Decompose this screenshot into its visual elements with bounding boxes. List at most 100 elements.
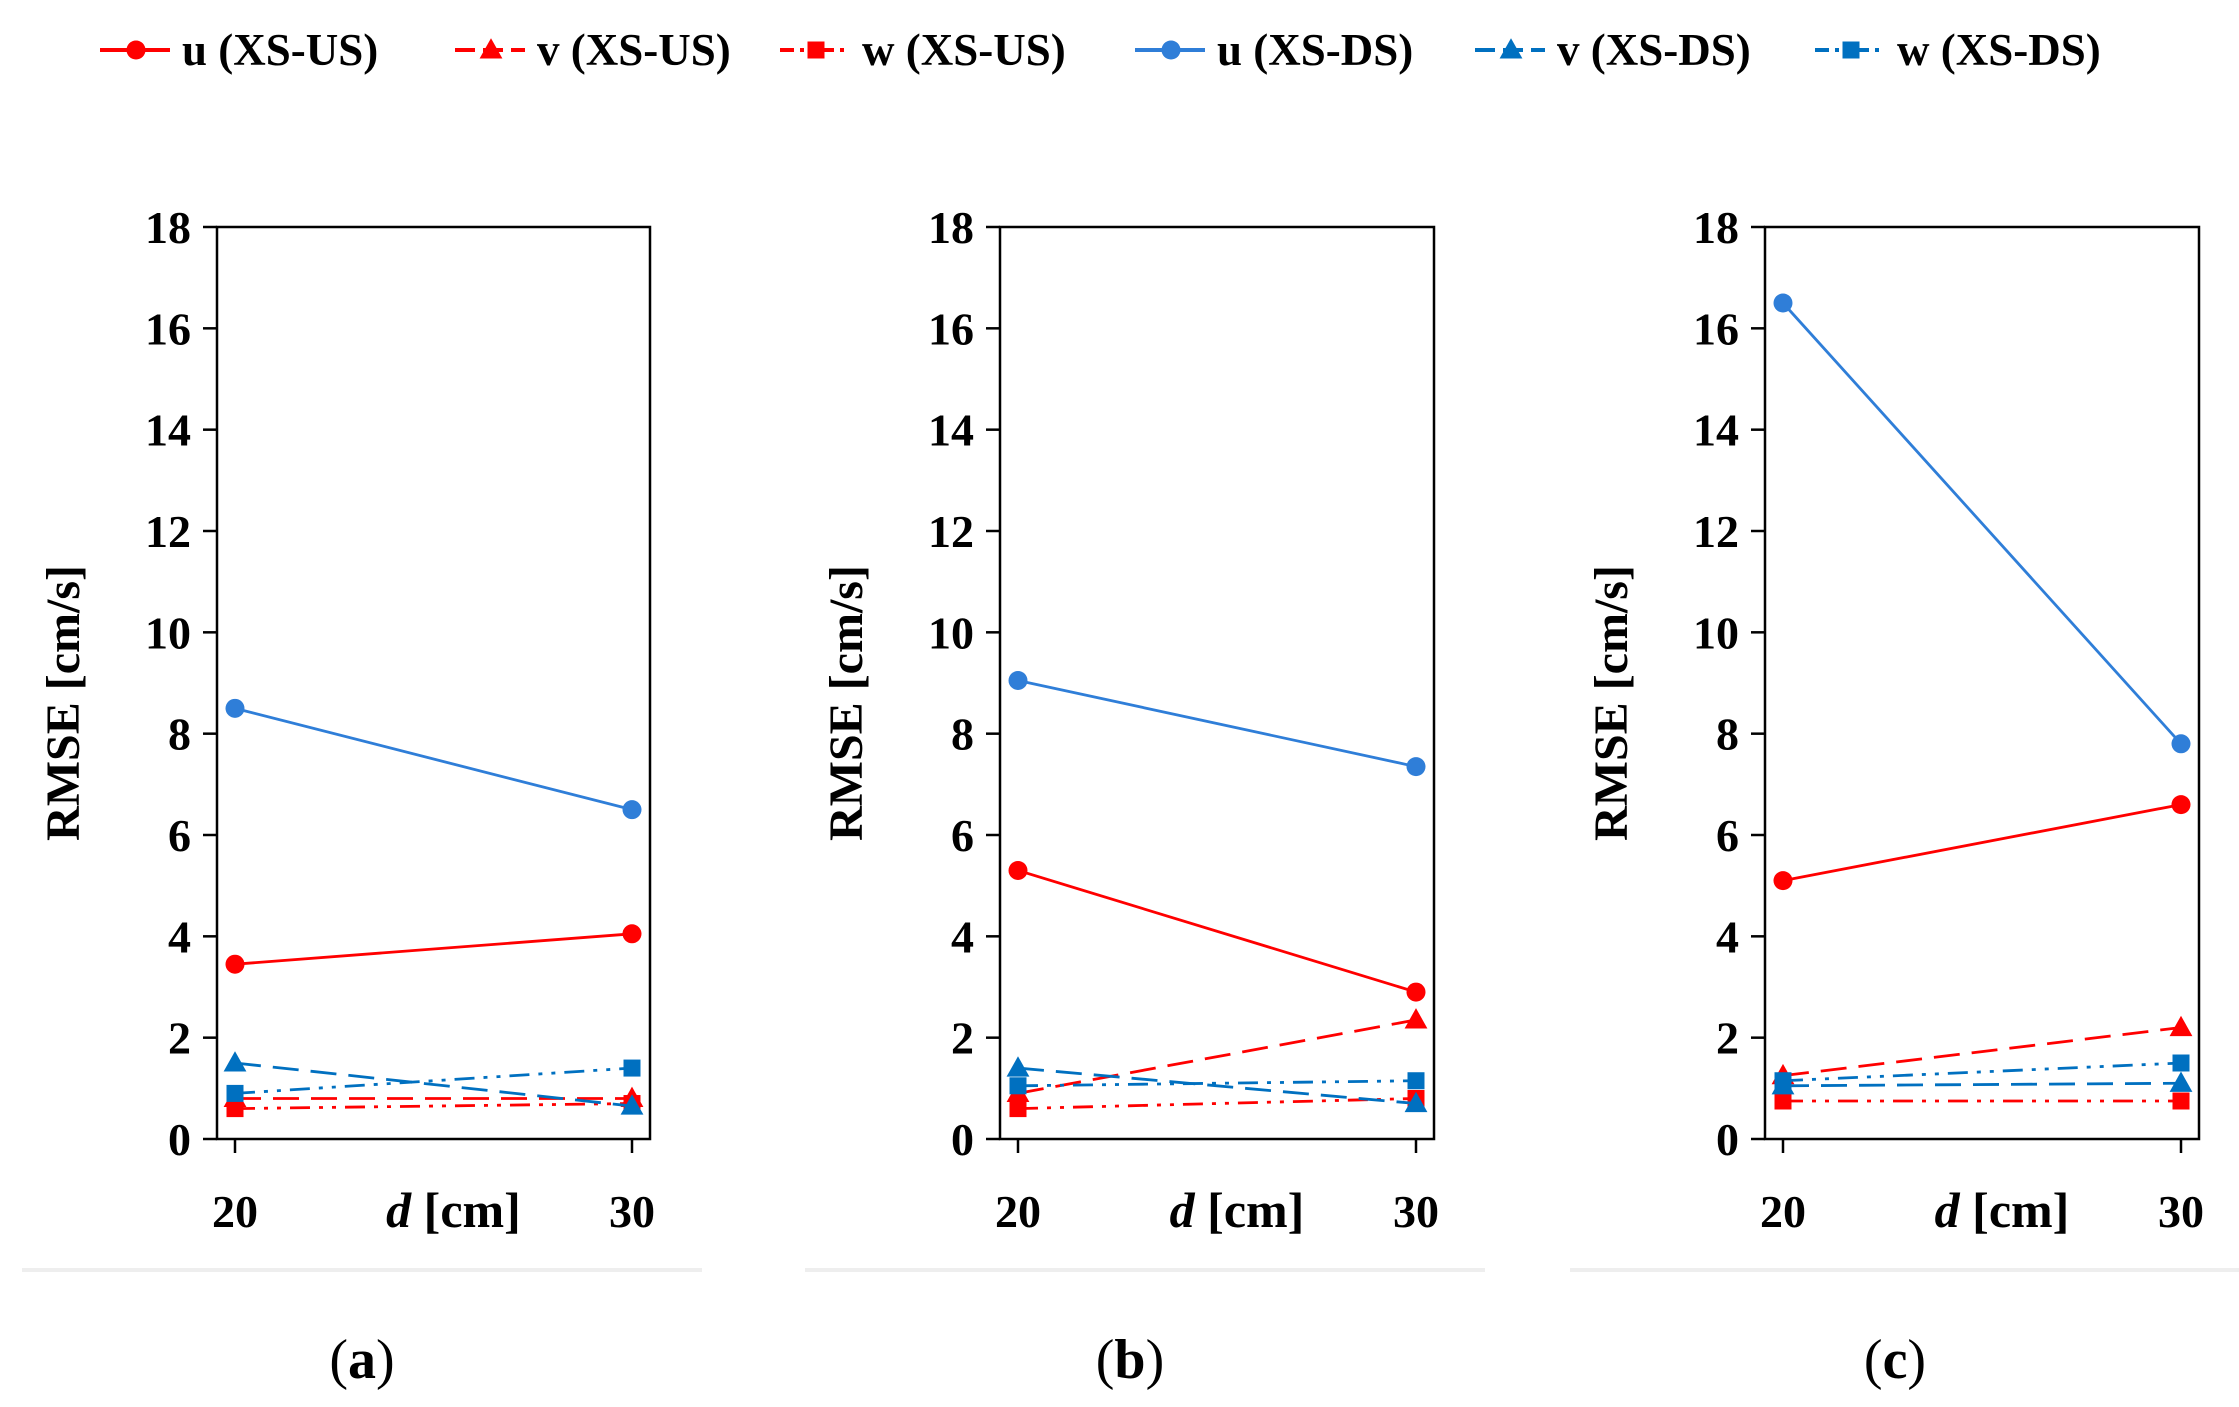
- y-tick-label: 0: [951, 1114, 974, 1165]
- x-tick-label: 20: [212, 1186, 258, 1237]
- series-v-xs-us: [1771, 1015, 2193, 1085]
- chart-panel-c: 0 2 4 6 8 10 12 14 16 18 20 30 d [cm] RMSE [cm/s] (c): [1570, 202, 2239, 1391]
- series-v-xs-ds: [223, 1051, 644, 1115]
- series-u-xs-ds: [1008, 670, 1426, 777]
- data-point: [226, 1084, 244, 1102]
- series-w-xs-ds: [226, 1059, 641, 1102]
- data-point: [1773, 293, 1793, 313]
- y-tick-label: 16: [1693, 303, 1739, 354]
- y-tick-label: 18: [145, 202, 191, 253]
- panel-caption: (b): [1096, 1329, 1164, 1391]
- y-tick-label: 14: [145, 405, 191, 456]
- data-point: [1009, 1100, 1027, 1118]
- data-point: [1404, 1008, 1428, 1029]
- series-w-xs-ds: [1774, 1054, 2190, 1090]
- y-tick-label: 16: [145, 303, 191, 354]
- data-point: [2171, 795, 2191, 815]
- y-tick-label: 4: [951, 911, 974, 962]
- data-point: [223, 1051, 247, 1072]
- y-tick-label: 0: [168, 1114, 191, 1165]
- y-tick-label: 8: [951, 709, 974, 760]
- legend-item: v (XS-US): [455, 25, 731, 75]
- data-point: [2171, 734, 2191, 754]
- series-line: [1017, 869, 1417, 994]
- data-point: [2172, 1092, 2190, 1110]
- series-line: [1017, 679, 1417, 768]
- y-tick-label: 8: [168, 709, 191, 760]
- y-tick-label: 4: [168, 911, 191, 962]
- series-line: [234, 1061, 633, 1108]
- series-u-xs-us: [1773, 795, 2191, 891]
- data-point: [1006, 1056, 1030, 1077]
- y-tick-label: 16: [928, 303, 974, 354]
- caption-open: (: [1096, 1329, 1115, 1391]
- x-tick-label: 30: [609, 1186, 655, 1237]
- x-tick-label: 30: [1393, 1186, 1439, 1237]
- series-w-xs-ds: [1009, 1072, 1425, 1095]
- data-point: [1774, 1072, 1792, 1090]
- y-axis-title: RMSE [cm/s]: [820, 565, 873, 841]
- caption-letter: a: [348, 1329, 376, 1391]
- y-tick-label: 12: [1693, 506, 1739, 557]
- x-axis-title: d [cm]: [1170, 1182, 1305, 1238]
- caption-letter: c: [1883, 1329, 1908, 1391]
- x-axis-title: d [cm]: [1935, 1182, 2070, 1238]
- x-tick-label: 30: [2158, 1186, 2204, 1237]
- y-tick-label: 6: [168, 810, 191, 861]
- data-point: [1404, 1091, 1428, 1113]
- data-point: [2172, 1054, 2190, 1072]
- legend-item: u (XS-DS): [1135, 25, 1413, 75]
- caption-open: (: [1864, 1329, 1883, 1391]
- y-tick-label: 2: [951, 1013, 974, 1064]
- series-line: [234, 706, 633, 812]
- legend-item: v (XS-DS): [1475, 25, 1751, 75]
- x-axis-variable: d: [386, 1182, 412, 1238]
- data-point: [622, 924, 642, 944]
- legend-label: w (XS-US): [862, 25, 1066, 75]
- series-u-xs-us: [225, 924, 642, 974]
- legend-marker-triangle: [1499, 38, 1523, 59]
- chart-panel-b: 0 2 4 6 8 10 12 14 16 18 20 30 d [cm] RMSE [cm/s] (b): [805, 202, 1485, 1391]
- legend-item: w (XS-DS): [1815, 25, 2101, 75]
- series-line: [1017, 1018, 1417, 1095]
- x-axis-unit: [cm]: [1960, 1182, 2070, 1238]
- chart-panels: 0 2 4 6 8 10 12 14 16 18 20 30 d [cm] RMSE [cm/s] ( a) 0…: [22, 202, 2239, 1391]
- series-line: [234, 1102, 633, 1110]
- plot-area: [998, 225, 1436, 1141]
- y-tick-label: 2: [1716, 1013, 1739, 1064]
- data-point: [1009, 1077, 1027, 1095]
- series-u-xs-us: [1008, 860, 1426, 1002]
- series-v-xs-ds: [1771, 1071, 2193, 1095]
- caption-close: ): [1907, 1329, 1926, 1391]
- legend-marker-triangle: [479, 38, 503, 59]
- series-u-xs-ds: [225, 698, 642, 820]
- series-line: [1782, 1026, 2182, 1078]
- legend-marker-square: [1842, 41, 1860, 59]
- y-tick-label: 6: [1716, 810, 1739, 861]
- y-tick-label: 18: [1693, 202, 1739, 253]
- data-point: [225, 698, 245, 718]
- x-axis-title: d [cm]: [386, 1182, 521, 1238]
- y-tick-label: 12: [145, 506, 191, 557]
- x-tick-label: 20: [995, 1186, 1041, 1237]
- series-line: [234, 1066, 633, 1095]
- data-point: [2169, 1015, 2193, 1037]
- y-tick-label: 14: [928, 405, 974, 456]
- series-line: [234, 932, 633, 966]
- caption-close: ): [376, 1329, 395, 1391]
- x-tick-label: 20: [1760, 1186, 1806, 1237]
- x-axis-unit: [cm]: [411, 1182, 521, 1238]
- data-point: [226, 1100, 244, 1118]
- y-tick-label: 6: [951, 810, 974, 861]
- legend-label: v (XS-DS): [1557, 25, 1751, 75]
- plot-area: [215, 225, 652, 1141]
- y-tick-label: 2: [168, 1013, 191, 1064]
- legend-marker-square: [807, 41, 825, 59]
- data-point: [623, 1059, 641, 1077]
- legend-label: u (XS-DS): [1217, 25, 1413, 75]
- y-tick-label: 10: [928, 607, 974, 658]
- series-line: [1781, 302, 2183, 745]
- series-v-xs-ds: [1006, 1056, 1428, 1113]
- x-axis-variable: d: [1935, 1182, 1961, 1238]
